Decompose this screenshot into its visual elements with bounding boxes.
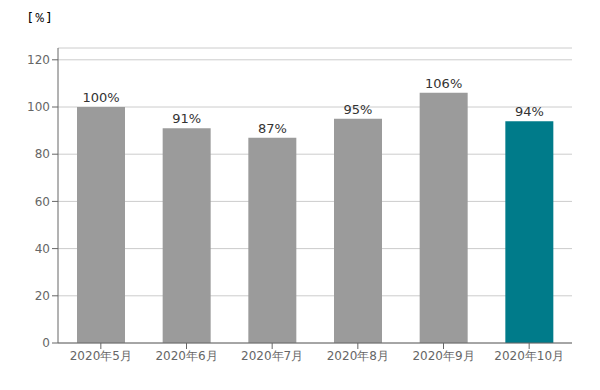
- svg-text:91%: 91%: [172, 111, 201, 126]
- svg-text:0: 0: [42, 336, 50, 350]
- svg-text:120: 120: [27, 53, 50, 67]
- svg-text:2020年10月: 2020年10月: [494, 349, 564, 363]
- svg-text:87%: 87%: [258, 121, 287, 136]
- svg-text:95%: 95%: [344, 102, 373, 117]
- svg-text:2020年7月: 2020年7月: [241, 349, 303, 363]
- svg-text:2020年5月: 2020年5月: [70, 349, 132, 363]
- svg-text:106%: 106%: [425, 76, 462, 91]
- svg-text:40: 40: [35, 242, 50, 256]
- svg-text:2020年9月: 2020年9月: [412, 349, 474, 363]
- svg-text:60: 60: [35, 195, 50, 209]
- svg-text:2020年8月: 2020年8月: [327, 349, 389, 363]
- svg-text:2020年6月: 2020年6月: [155, 349, 217, 363]
- svg-text:100%: 100%: [82, 90, 119, 105]
- svg-text:80: 80: [35, 147, 50, 161]
- svg-text:100: 100: [27, 100, 50, 114]
- svg-text:20: 20: [35, 289, 50, 303]
- svg-text:94%: 94%: [515, 104, 544, 119]
